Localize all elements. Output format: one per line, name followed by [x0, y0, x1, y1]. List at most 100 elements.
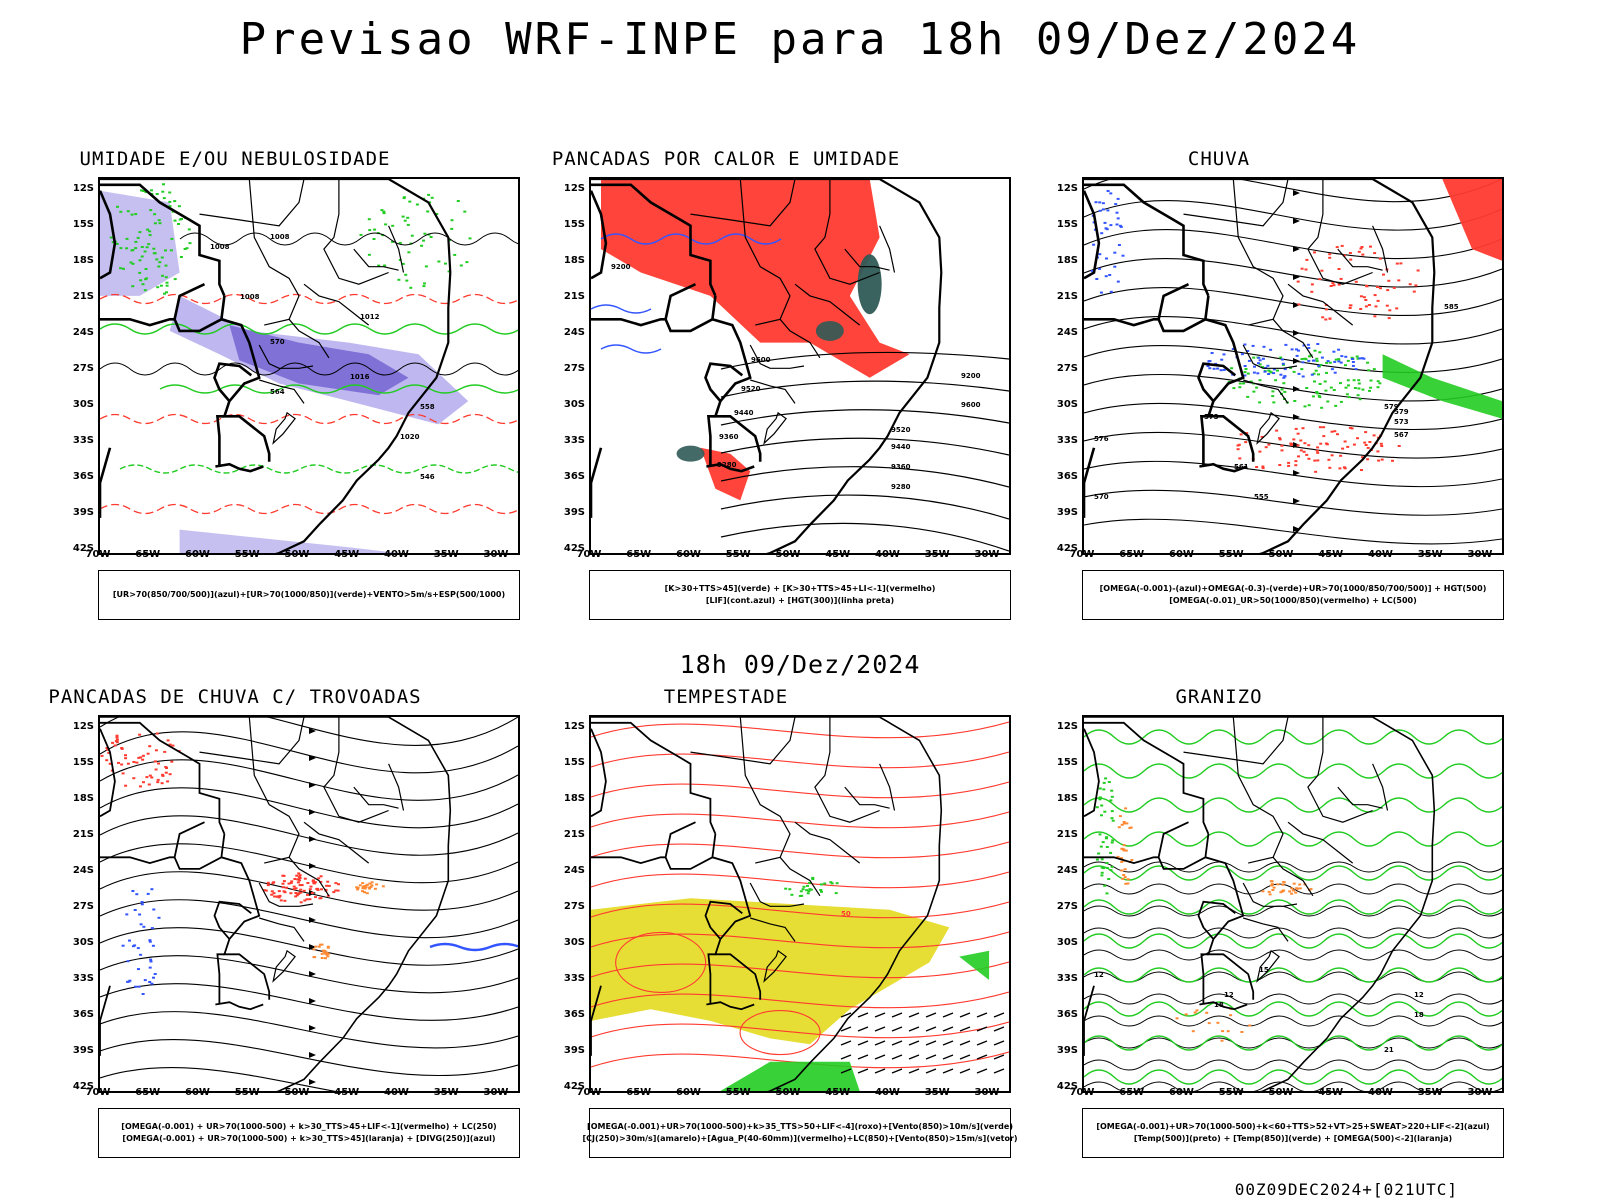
rain-speckle-blue [1105, 228, 1109, 231]
rain-speckle-green [1312, 372, 1316, 375]
coastline [100, 717, 452, 1091]
rain-speckle-red [1378, 257, 1382, 260]
thunder-speckle-red [142, 781, 145, 784]
rain-speckle-blue [1243, 343, 1247, 346]
lc850-streamline [591, 961, 1009, 979]
flow-arrow [309, 863, 316, 869]
humidity-speckle-green [146, 228, 150, 231]
rain-speckle-red [1341, 447, 1345, 450]
flow-arrow [309, 755, 316, 761]
humidity-shade-lavender [100, 190, 180, 296]
panel-title: PANCADAS DE CHUVA C/ TROVOADAS [48, 686, 422, 708]
rain-speckle-green [1317, 394, 1321, 397]
state-border [1337, 248, 1383, 271]
hgt500-streamline [1084, 489, 1502, 516]
rain-speckle-green [1244, 368, 1248, 370]
latitude-tick-label: 24S [1056, 327, 1078, 338]
lc250-streamline [100, 1011, 518, 1049]
thunder-speckle-red [283, 899, 287, 902]
thunder-speckle-red [270, 893, 274, 896]
legend-line: [OMEGA(-0.001)+UR>70(1000-500)+k<60+TTS>… [1096, 1122, 1490, 1131]
thunder-speckle-red [320, 888, 323, 891]
divergence-speckle-blue [139, 923, 143, 926]
latitude-tick-label: 21S [1056, 291, 1078, 302]
humidity-speckle-green [143, 289, 147, 292]
lc250-streamline [100, 731, 518, 774]
thunder-speckle-red [126, 762, 130, 765]
panel-legend: [K>30+TTS>45](verde) + [K>30+TTS>45+LI<-… [589, 570, 1011, 620]
contour-label: 546 [420, 473, 435, 481]
rain-speckle-blue [1109, 290, 1113, 293]
wind850-speckle-green [809, 888, 813, 891]
longitude-tick-label: 55W [234, 1087, 260, 1098]
thunder-speckle-red [271, 882, 275, 885]
map-frame: 12 12 15 18 18 21 12 [1082, 715, 1504, 1093]
thunder-speckle-red [266, 884, 270, 887]
flow-arrow [309, 782, 316, 788]
rain-speckle-blue [1306, 343, 1310, 346]
humidity-speckle-green [173, 219, 177, 222]
humidity-speckle-green [138, 259, 142, 262]
hgt300-contour [720, 522, 1009, 552]
contour-label: 9360 [891, 463, 911, 471]
rain-speckle-green [1320, 406, 1324, 409]
omega500-speckle-orange [1270, 883, 1274, 886]
wind850-speckle-green [800, 894, 804, 897]
lc250-streamline [100, 717, 518, 746]
contour-label: 558 [420, 403, 435, 411]
thunder-speckle-red [303, 899, 307, 902]
rain-speckle-green [1267, 369, 1271, 372]
humidity-speckle-green [423, 232, 427, 235]
flow-arrow [309, 998, 316, 1004]
humidity-speckle-green [161, 274, 164, 277]
rain-speckle-green [1249, 380, 1253, 383]
thunder-speckle-red [313, 881, 317, 884]
thunder-speckle-orange [361, 882, 365, 885]
longitude-tick-label: 45W [1318, 1087, 1344, 1098]
wind850-speckle-green [820, 883, 823, 886]
rain-speckle-green [1328, 361, 1332, 364]
coastline [100, 179, 452, 553]
rain-speckle-green [1252, 390, 1256, 393]
rain-speckle-red [1388, 309, 1392, 312]
rain-speckle-blue [1281, 362, 1285, 365]
latitude-tick-label: 12S [1056, 183, 1078, 194]
rain-speckle-blue [1222, 353, 1226, 356]
omega500-speckle-orange [1295, 887, 1299, 890]
green-contour [119, 464, 518, 474]
humidity-speckle-green [173, 278, 177, 281]
rain-speckle-red [1333, 430, 1337, 433]
contour-label: 9200 [611, 263, 631, 271]
rain-speckle-red [1278, 437, 1282, 440]
rain-speckle-blue [1100, 232, 1104, 235]
longitude-tick-label: 45W [825, 549, 851, 560]
low-center-contour [615, 931, 707, 993]
temp850-speckle-green [1110, 817, 1114, 820]
rain-speckle-green [1323, 380, 1327, 383]
country-border [1084, 318, 1159, 327]
longitude-tick-label: 60W [1169, 1087, 1194, 1098]
thunder-speckle-red [141, 758, 145, 761]
state-border [690, 717, 796, 765]
rain-speckle-red [1369, 245, 1372, 248]
humidity-speckle-green [169, 249, 173, 252]
rain-speckle-red [1346, 445, 1350, 448]
wind850-speckle-green [830, 882, 834, 885]
rain-speckle-green [1372, 368, 1376, 371]
divergence-speckle-blue [135, 893, 139, 896]
rain-speckle-green [1317, 373, 1320, 376]
rain-speckle-blue [1102, 208, 1105, 211]
rain-speckle-blue [1105, 257, 1108, 260]
thunder-speckle-red [308, 898, 312, 901]
wind850-speckle-green [801, 888, 805, 891]
contour-label: 579 [1394, 408, 1409, 416]
country-border [1199, 415, 1209, 466]
rain-speckle-green [1378, 382, 1382, 385]
rain-speckle-red [1303, 442, 1307, 445]
rain-speckle-red [1416, 269, 1420, 272]
coastline [591, 179, 943, 553]
country-border [215, 415, 225, 466]
wind-vector [874, 1068, 886, 1074]
humidity-speckle-green [111, 241, 115, 244]
omega500-speckle-orange [1207, 1022, 1211, 1025]
